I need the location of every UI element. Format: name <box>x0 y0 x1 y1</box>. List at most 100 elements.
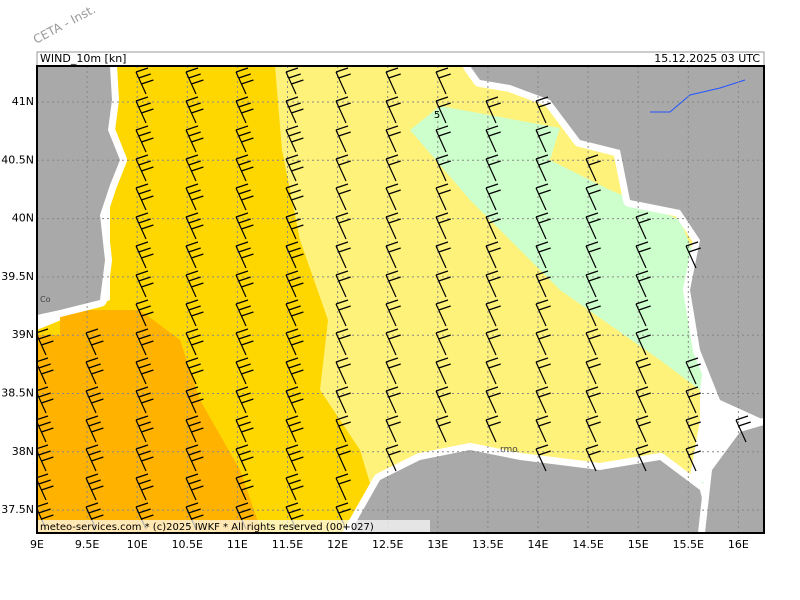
wind-barb <box>485 154 501 182</box>
wind-barbs <box>37 67 751 530</box>
lat-label: 37.5N <box>1 503 34 516</box>
wind-barb <box>385 415 401 443</box>
wind-barb <box>435 328 451 356</box>
wind-barb <box>185 241 204 269</box>
wind-barb <box>435 357 451 385</box>
wind-barb <box>285 502 304 530</box>
wind-barb <box>535 154 551 182</box>
wind-barb <box>37 328 54 356</box>
wind-barb <box>135 67 154 95</box>
lon-label: 10E <box>127 538 148 551</box>
wind-barb <box>435 415 451 443</box>
wind-barb <box>135 473 154 501</box>
wind-barb <box>635 415 651 443</box>
wind-barb <box>85 415 104 443</box>
wind-barb <box>185 473 204 501</box>
wind-barb <box>735 415 751 443</box>
wind-barb <box>585 212 601 240</box>
wind-barb <box>485 270 501 298</box>
wind-barb <box>335 241 351 269</box>
lon-label: 13E <box>427 538 448 551</box>
wind-barb <box>37 473 54 501</box>
wind-barb <box>185 96 204 124</box>
wind-barb <box>585 357 601 385</box>
wind-barb <box>285 386 304 414</box>
field-name: WIND_10m [kn] <box>40 52 126 65</box>
wind-barb <box>585 415 601 443</box>
wind-barb <box>635 299 651 327</box>
wind-barb <box>85 357 104 385</box>
wind-barb <box>235 96 254 124</box>
wind-barb <box>135 96 154 124</box>
wind-barb <box>85 444 104 472</box>
wind-barb <box>285 67 304 95</box>
lon-label: 10.5E <box>172 538 203 551</box>
wind-barb <box>235 183 254 211</box>
wind-barb <box>635 357 651 385</box>
wind-barb <box>185 357 204 385</box>
axis-labels: 9E 9.5E 10E 10.5E 11E 11.5E 12E 12.5E 13E 13.5E 14… <box>1 95 749 551</box>
wind-barb <box>37 357 54 385</box>
lat-label: 38.5N <box>1 387 34 400</box>
wind-barb <box>185 125 204 153</box>
wind-barb <box>335 154 351 182</box>
watermark: CETA - Inst. <box>31 2 98 46</box>
wind-barb <box>385 125 401 153</box>
wind-barb <box>235 473 254 501</box>
wind-barb <box>385 299 401 327</box>
wind-barb <box>585 241 601 269</box>
wind-barb <box>535 212 551 240</box>
wind-barb <box>385 183 401 211</box>
lat-label: 38N <box>12 445 34 458</box>
lat-label: 39.5N <box>1 270 34 283</box>
wind-barb <box>335 183 351 211</box>
wind-barb <box>135 270 154 298</box>
wind-barb <box>535 415 551 443</box>
wind-barb <box>185 386 204 414</box>
lon-label: 12E <box>327 538 348 551</box>
wind-barb <box>485 299 501 327</box>
wind-barb <box>37 415 54 443</box>
wind-barb <box>37 444 54 472</box>
lon-label: 14E <box>528 538 549 551</box>
wind-barb <box>285 154 304 182</box>
wind-barb <box>185 154 204 182</box>
wind-barb <box>235 328 254 356</box>
wind-barb <box>435 67 451 95</box>
wind-barb <box>585 270 601 298</box>
river <box>650 79 746 113</box>
footer-bg <box>38 520 430 532</box>
wind-barb <box>485 183 501 211</box>
lon-label: 9E <box>30 538 44 551</box>
wind-barb <box>385 96 401 124</box>
wind-barb <box>135 444 154 472</box>
wind-barb <box>335 328 351 356</box>
wind-barb <box>535 444 551 472</box>
wind-barb <box>635 270 651 298</box>
wind-barb <box>535 125 551 153</box>
wind-barb <box>585 444 601 472</box>
wind-barb <box>135 357 154 385</box>
wind-barb <box>285 299 304 327</box>
wind-barb <box>285 473 304 501</box>
lat-label: 39N <box>12 328 34 341</box>
wind-barb <box>135 154 154 182</box>
wind-barb <box>335 473 351 501</box>
wind-barb <box>185 444 204 472</box>
wind-barb <box>285 270 304 298</box>
field-orange <box>37 310 262 533</box>
wind-barb <box>235 415 254 443</box>
wind-barb <box>485 241 501 269</box>
wind-barb <box>135 328 154 356</box>
lat-label: 40N <box>12 212 34 225</box>
wind-barb <box>535 183 551 211</box>
wind-barb <box>385 270 401 298</box>
wind-barb <box>585 154 601 182</box>
valid-time: 15.12.2025 03 UTC <box>654 52 760 65</box>
wind-barb <box>235 125 254 153</box>
wind-barb <box>535 270 551 298</box>
wind-barb <box>535 96 551 124</box>
lat-label: 41N <box>12 95 34 108</box>
wind-barb <box>235 444 254 472</box>
